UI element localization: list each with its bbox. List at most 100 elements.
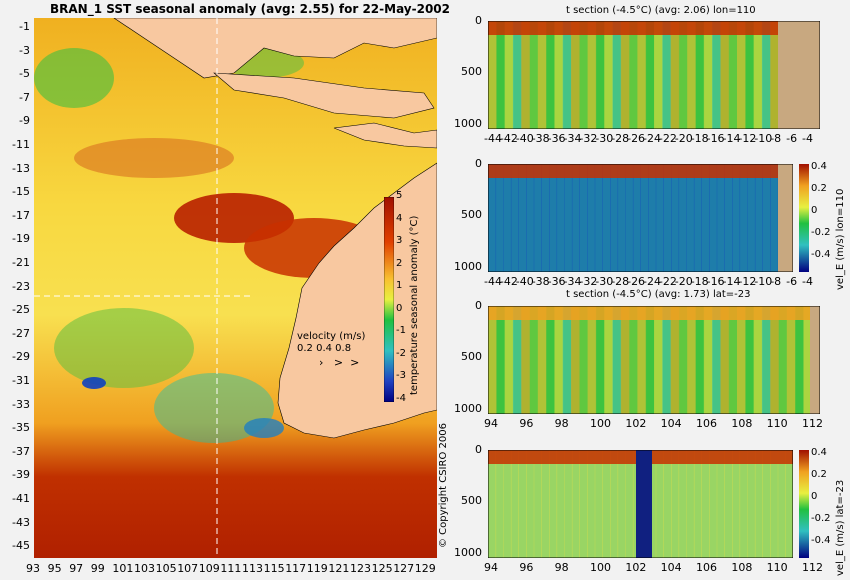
lat-tick-label: -1	[19, 20, 30, 33]
x-tick-label: 100	[590, 561, 611, 574]
lon-tick-label: 111	[220, 562, 242, 575]
x-tick-label: -24	[643, 132, 661, 145]
colorbar-label: temperature seasonal anomaly (°C)	[409, 215, 420, 395]
lon-tick-label: 93	[26, 562, 40, 575]
x-tick-label: 104	[660, 561, 682, 574]
x-tick-label: 94	[484, 417, 498, 430]
section-panel-1	[488, 21, 820, 129]
lon-tick-label: 123	[350, 562, 371, 575]
colorbar-tick-label: 3	[396, 235, 403, 246]
colorbar-tick-label: 4	[396, 212, 403, 224]
x-tick-label: -44	[484, 132, 502, 145]
x-tick-label: -34	[563, 275, 582, 288]
lat-tick-label: -17	[12, 208, 30, 222]
panel1-title: t section (-4.5°C) (avg: 2.06) lon=110	[566, 5, 756, 16]
map-title: BRAN_1 SST seasonal anomaly (avg: 2.55) …	[50, 2, 451, 16]
lat-tick-label: -5	[19, 67, 30, 81]
section-panel-2	[488, 164, 793, 272]
depth-tick-label: 1000	[454, 259, 482, 273]
x-tick-label: -10	[754, 275, 773, 288]
x-tick-label: -40	[515, 132, 534, 145]
x-tick-label: -30	[595, 275, 614, 288]
lat-tick-label: -25	[12, 303, 30, 317]
panel2-cbar-label: vel_E (m/s) lon=110	[835, 188, 846, 290]
x-tick-label: -42	[499, 275, 518, 288]
x-tick-label: -26	[627, 132, 646, 145]
x-tick-label: -24	[643, 275, 661, 288]
lon-tick-label: 115	[263, 562, 285, 575]
warm-anomaly-patch	[74, 138, 234, 178]
lat-tick-label: -39	[12, 468, 30, 482]
x-tick-label: 98	[554, 417, 569, 430]
lon-tick-label: 113	[242, 562, 263, 575]
velocity-colorbar-tick: 0.4	[811, 447, 827, 458]
x-tick-label: 112	[802, 417, 823, 430]
x-tick-label: 108	[731, 561, 753, 574]
lat-tick-label: -15	[12, 185, 30, 199]
x-tick-label: -16	[706, 132, 725, 145]
x-tick-label: -14	[722, 275, 741, 288]
x-tick-label: -44	[484, 275, 502, 288]
depth-tick-label: 0	[475, 299, 482, 312]
x-tick-label: -22	[658, 132, 677, 145]
cool-anomaly-patch	[34, 48, 114, 108]
colorbar-tick-label: 5	[396, 190, 403, 201]
x-tick-label: -36	[547, 132, 566, 145]
colorbar-tick-label: -2	[396, 347, 406, 359]
velocity-colorbar-tick: 0	[811, 491, 818, 502]
x-tick-label: -8	[770, 275, 782, 288]
lon-tick-label: 103	[134, 562, 155, 575]
x-tick-label: -32	[579, 275, 598, 288]
land-timor	[333, 122, 437, 149]
depth-tick-label: 500	[461, 208, 482, 222]
x-tick-label: 104	[660, 417, 682, 430]
x-tick-label: -38	[531, 275, 550, 288]
x-tick-label: -10	[754, 132, 773, 145]
x-tick-label: 96	[519, 417, 534, 430]
section-panel-3	[488, 306, 820, 414]
depth-tick-label: 0	[475, 157, 482, 170]
velocity-colorbar-tick: 0.2	[811, 183, 827, 194]
cold-eddy	[82, 377, 106, 389]
map-colorbar	[384, 197, 394, 402]
x-tick-label: 100	[590, 417, 611, 430]
lat-tick-label: -9	[19, 114, 30, 128]
x-tick-label: 110	[766, 417, 788, 430]
x-tick-label: -12	[738, 275, 757, 288]
x-tick-label: 96	[519, 561, 534, 574]
x-tick-label: -20	[674, 275, 693, 288]
lat-tick-label: -13	[12, 161, 30, 175]
x-tick-label: -42	[499, 132, 518, 145]
colorbar-tick-label: -3	[396, 370, 406, 381]
x-tick-label: -6	[786, 132, 798, 145]
depth-tick-label: 1000	[454, 401, 482, 415]
velocity-colorbar-tick: 0.4	[811, 161, 827, 172]
lat-tick-label: -31	[12, 374, 30, 387]
velocity-colorbar-tick: -0.2	[811, 513, 831, 524]
x-tick-label: -12	[738, 132, 757, 145]
x-tick-label: -28	[611, 275, 630, 288]
lon-tick-label: 95	[47, 562, 62, 575]
lat-tick-label: -23	[12, 279, 30, 293]
lat-tick-label: -11	[12, 138, 30, 151]
depth-tick-label: 500	[461, 350, 482, 364]
lat-tick-label: -27	[12, 326, 30, 340]
land-java	[213, 72, 435, 119]
x-tick-label: -18	[690, 132, 709, 145]
copyright-text: © Copyright CSIRO 2006	[438, 423, 449, 548]
x-tick-label: 94	[484, 561, 498, 574]
lat-tick-label: -43	[12, 515, 30, 529]
depth-tick-label: 0	[475, 443, 482, 456]
lon-tick-label: 127	[393, 562, 415, 575]
lon-tick-label: 119	[306, 562, 328, 575]
lat-tick-label: -41	[12, 492, 30, 505]
sst-map	[34, 18, 437, 558]
colorbar-tick-label: 0	[396, 302, 403, 314]
depth-tick-label: 1000	[454, 545, 482, 559]
x-tick-label: -20	[674, 132, 693, 145]
x-tick-label: -36	[547, 275, 566, 288]
x-tick-label: -28	[611, 132, 630, 145]
depth-tick-label: 1000	[454, 116, 482, 130]
velocity-colorbar-tick: -0.2	[811, 227, 831, 238]
lat-tick-label: -35	[12, 421, 30, 435]
